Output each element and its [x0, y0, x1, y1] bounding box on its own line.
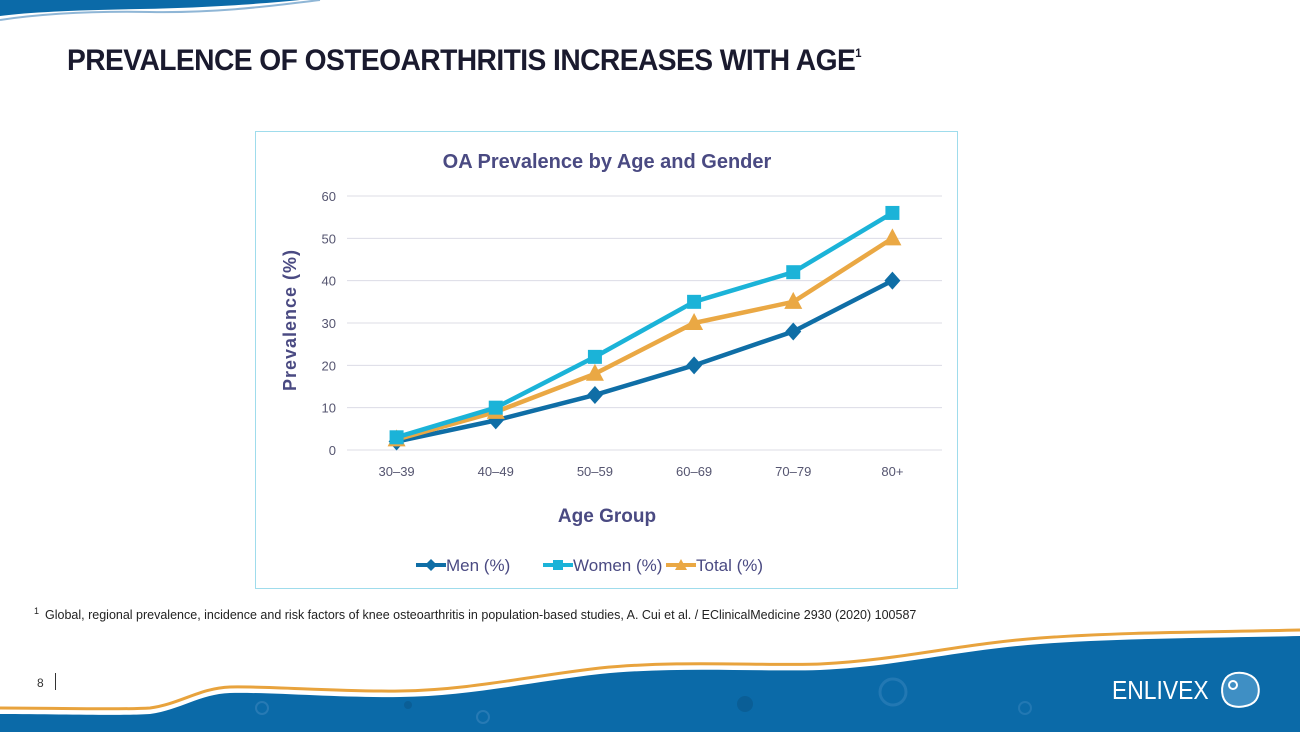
legend-square-marker [553, 560, 563, 570]
data-point-square [488, 400, 503, 415]
x-tick-label: 50–59 [577, 464, 613, 479]
top-wave-decoration [0, 0, 321, 21]
data-point-square [885, 205, 900, 220]
series-line [395, 211, 894, 440]
data-point-triangle [784, 291, 803, 309]
legend-label: Total (%) [696, 556, 763, 575]
enlivex-logo: ENLIVEX [1112, 670, 1262, 710]
legend-diamond-marker [425, 559, 437, 571]
x-axis-label: Age Group [558, 506, 656, 527]
slide-title-text: PREVALENCE OF OSTEOARTHRITIS INCREASES W… [67, 44, 856, 77]
x-tick-label: 70–79 [775, 464, 811, 479]
x-tick-label: 60–69 [676, 464, 712, 479]
data-point-triangle [585, 363, 604, 381]
page-number-separator [55, 673, 56, 690]
y-tick-label: 60 [322, 189, 336, 204]
chart-container: OA Prevalence by Age and Gender 0 10 20 30 4… [255, 131, 958, 589]
cell-logo-icon [1220, 671, 1260, 708]
y-axis-label: Prevalence (%) [280, 249, 300, 391]
y-tick-label: 30 [322, 316, 336, 331]
legend: Men (%) Women (%) Total (%) [416, 556, 763, 575]
data-point-diamond [586, 385, 603, 404]
series-total [387, 228, 902, 447]
legend-label: Women (%) [573, 556, 662, 575]
data-point-square [389, 430, 404, 445]
series-group [387, 205, 902, 451]
y-tick-label: 10 [322, 401, 336, 416]
x-tick-label: 80+ [881, 464, 903, 479]
x-tick-labels: 30–39 40–49 50–59 60–69 70–79 80+ [379, 464, 904, 479]
series-women [389, 205, 900, 445]
data-point-triangle [883, 228, 902, 246]
legend-item: Total (%) [666, 556, 763, 575]
footnote-marker: 1 [34, 606, 40, 616]
logo-text: ENLIVEX [1112, 674, 1209, 705]
series-line [395, 236, 894, 442]
legend-label: Men (%) [446, 556, 510, 575]
title-footnote-ref: 1 [855, 46, 861, 60]
data-point-diamond [686, 356, 703, 375]
bottom-wave-decoration [0, 628, 1300, 732]
series-men [388, 271, 901, 451]
gridlines [347, 195, 942, 451]
legend-item: Women (%) [543, 556, 662, 575]
data-point-square [587, 349, 602, 364]
footnote: 1 Global, regional prevalence, incidence … [34, 606, 916, 622]
y-tick-label: 20 [322, 358, 336, 373]
series-line [396, 278, 894, 444]
data-point-square [786, 265, 801, 280]
slide-title: PREVALENCE OF OSTEOARTHRITIS INCREASES W… [67, 44, 862, 78]
y-tick-label: 50 [322, 231, 336, 246]
x-tick-label: 30–39 [379, 464, 415, 479]
data-point-diamond [785, 322, 802, 341]
data-point-square [687, 294, 702, 309]
x-tick-label: 40–49 [478, 464, 514, 479]
data-point-diamond [884, 271, 901, 290]
y-tick-label: 0 [329, 443, 336, 458]
chart-title: OA Prevalence by Age and Gender [443, 151, 772, 173]
line-chart: OA Prevalence by Age and Gender 0 10 20 30 4… [280, 151, 942, 575]
y-tick-labels: 0 10 20 30 40 50 60 [322, 189, 336, 458]
legend-triangle-marker [675, 559, 687, 570]
data-point-triangle [685, 313, 704, 330]
page-number: 8 [37, 676, 44, 690]
y-tick-label: 40 [322, 274, 336, 289]
footnote-text: Global, regional prevalence, incidence a… [45, 608, 917, 623]
legend-item: Men (%) [416, 556, 510, 575]
